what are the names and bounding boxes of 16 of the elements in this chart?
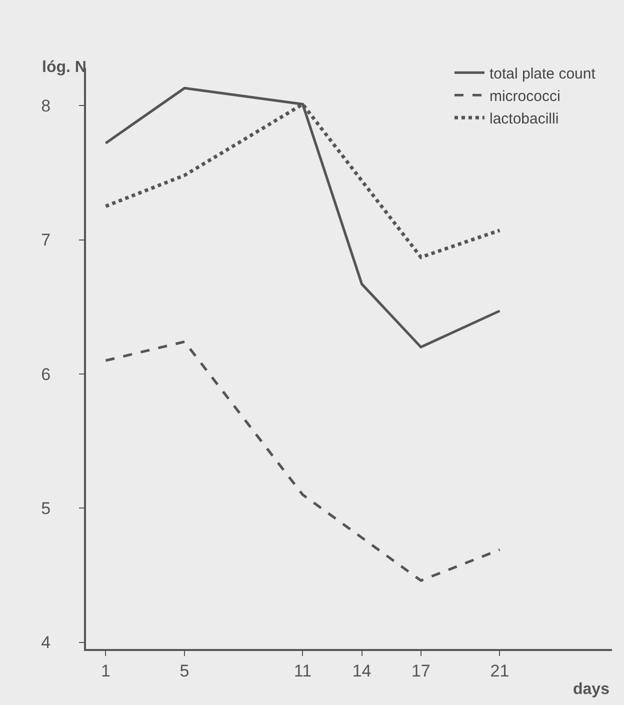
x-tick-label: 1	[100, 661, 110, 680]
y-tick-label: 8	[41, 96, 51, 116]
y-tick-label: 6	[41, 364, 51, 384]
line-series	[104, 340, 502, 582]
x-tick-label: 17	[411, 661, 430, 680]
x-tick-label: 11	[294, 661, 312, 680]
x-tick-label: 14	[352, 661, 372, 680]
legend-label: micrococci	[489, 88, 560, 105]
y-tick-label: 4	[41, 633, 51, 652]
x-axis-title: days	[573, 681, 610, 698]
y-tick-label: 5	[41, 499, 51, 518]
x-tick-label: 21	[490, 661, 510, 680]
x-tick-label: 5	[180, 661, 190, 680]
legend-label: total plate count	[489, 65, 596, 82]
y-tick-label: 7	[41, 230, 51, 250]
legend-label: lactobacilli	[489, 110, 559, 128]
